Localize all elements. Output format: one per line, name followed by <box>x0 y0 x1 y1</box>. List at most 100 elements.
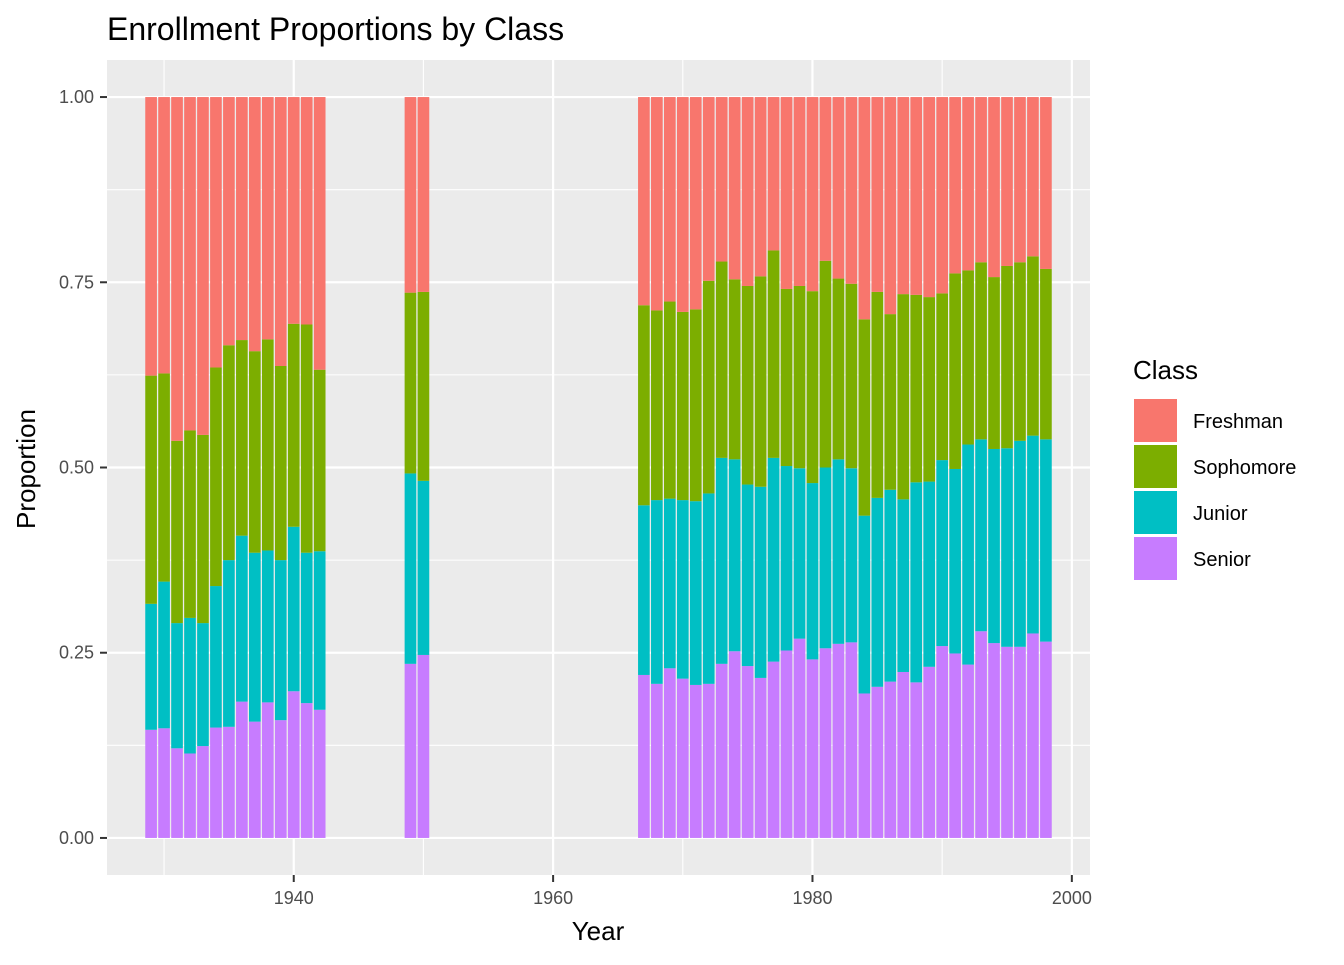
bar-freshman-1998 <box>1040 97 1052 269</box>
bar-sophomore-1984 <box>858 319 871 516</box>
bar-junior-1977 <box>767 457 780 662</box>
bar-freshman-1931 <box>171 97 183 441</box>
bar-sophomore-1971 <box>689 309 702 502</box>
bar-junior-1932 <box>184 617 196 754</box>
bar-junior-1949 <box>404 473 417 664</box>
bar-senior-1940 <box>287 691 300 838</box>
bar-freshman-1938 <box>261 97 274 340</box>
bar-sophomore-1985 <box>871 291 884 498</box>
bar-sophomore-1932 <box>184 430 196 618</box>
bar-freshman-1985 <box>871 97 884 292</box>
bar-senior-1997 <box>1027 633 1039 838</box>
bar-sophomore-1942 <box>313 369 326 552</box>
bar-sophomore-1997 <box>1027 256 1039 436</box>
bar-senior-1984 <box>858 693 871 838</box>
bar-senior-1968 <box>651 683 663 838</box>
bar-junior-1935 <box>223 560 235 727</box>
bar-freshman-1972 <box>702 97 715 281</box>
x-axis-title: Year <box>572 916 625 946</box>
y-tick-label: 0.75 <box>59 272 94 292</box>
bar-sophomore-1995 <box>1001 265 1013 449</box>
bar-senior-1969 <box>663 668 676 838</box>
bar-freshman-1970 <box>676 97 689 312</box>
bar-sophomore-1949 <box>404 292 417 474</box>
bar-freshman-1971 <box>689 97 702 310</box>
bar-sophomore-1968 <box>651 310 663 501</box>
x-tick-label: 2000 <box>1052 888 1092 908</box>
bar-senior-1937 <box>249 721 261 838</box>
bar-senior-1982 <box>832 643 845 838</box>
bar-freshman-1937 <box>249 97 261 352</box>
bar-sophomore-1990 <box>936 293 948 461</box>
bar-freshman-1995 <box>1001 97 1013 266</box>
bar-senior-1987 <box>897 671 910 838</box>
bar-senior-1985 <box>871 686 884 838</box>
bar-freshman-1992 <box>962 97 974 271</box>
bar-junior-1930 <box>158 581 170 729</box>
bar-freshman-1935 <box>223 97 235 346</box>
bar-junior-1983 <box>845 468 858 643</box>
bar-senior-1992 <box>962 664 974 838</box>
bar-senior-1932 <box>184 753 196 838</box>
bar-junior-1994 <box>988 448 1000 644</box>
bar-junior-1937 <box>249 552 261 722</box>
bar-sophomore-1976 <box>754 276 767 487</box>
bar-sophomore-1977 <box>767 250 780 458</box>
bar-junior-1942 <box>313 551 326 710</box>
bar-freshman-1939 <box>274 97 287 366</box>
bar-sophomore-1937 <box>249 351 261 553</box>
bar-freshman-1993 <box>975 97 987 263</box>
bar-senior-1949 <box>404 663 417 838</box>
y-axis: 0.00 0.25 0.50 0.75 1.00 <box>59 87 107 848</box>
bar-sophomore-1950 <box>417 291 430 481</box>
bar-senior-1930 <box>158 728 170 838</box>
bar-sophomore-1931 <box>171 440 183 624</box>
bar-junior-1929 <box>145 603 157 730</box>
bar-senior-1979 <box>793 638 806 838</box>
bar-junior-1985 <box>871 497 884 687</box>
bar-sophomore-1993 <box>975 262 987 440</box>
bar-junior-1992 <box>962 444 974 665</box>
bar-senior-1996 <box>1014 646 1026 838</box>
bar-freshman-1973 <box>715 97 728 262</box>
bar-senior-1976 <box>754 677 767 838</box>
bar-freshman-1969 <box>663 97 676 302</box>
chart-title: Enrollment Proportions by Class <box>107 11 564 47</box>
bar-senior-1933 <box>197 746 209 838</box>
bar-junior-1968 <box>651 500 663 684</box>
bar-senior-1934 <box>210 727 222 838</box>
bar-freshman-1933 <box>197 97 209 435</box>
bar-senior-1980 <box>806 659 819 838</box>
bar-senior-1988 <box>910 682 923 838</box>
bar-freshman-1949 <box>404 97 417 293</box>
bar-senior-1989 <box>923 666 936 838</box>
bar-sophomore-1972 <box>702 280 715 494</box>
y-axis-title: Proportion <box>11 409 41 529</box>
bar-sophomore-1933 <box>197 434 209 624</box>
legend: Class Freshman Sophomore Junior Senior <box>1133 355 1296 580</box>
bar-junior-1967 <box>638 505 650 675</box>
bar-senior-1967 <box>638 674 650 838</box>
x-axis: 1940 1960 1980 2000 <box>274 875 1092 908</box>
bar-junior-1940 <box>287 526 300 692</box>
bar-sophomore-1934 <box>210 367 222 587</box>
bar-sophomore-1978 <box>780 288 793 467</box>
bar-sophomore-1930 <box>158 373 170 582</box>
bar-junior-1971 <box>689 501 702 685</box>
bar-sophomore-1992 <box>962 270 974 445</box>
bar-freshman-1929 <box>145 97 157 376</box>
bar-sophomore-1983 <box>845 283 858 469</box>
bar-senior-1939 <box>274 720 287 838</box>
bar-junior-1936 <box>236 535 248 702</box>
bar-junior-1982 <box>832 459 845 644</box>
bar-senior-1977 <box>767 661 780 838</box>
bar-junior-1970 <box>676 500 689 679</box>
bar-junior-1975 <box>741 484 754 667</box>
bar-senior-1970 <box>676 678 689 838</box>
legend-swatch-sophomore <box>1134 445 1177 488</box>
bar-freshman-1982 <box>832 97 845 279</box>
bar-senior-1994 <box>988 643 1000 838</box>
bar-sophomore-1974 <box>728 279 741 460</box>
legend-items: Freshman Sophomore Junior Senior <box>1134 399 1296 580</box>
legend-swatch-junior <box>1134 491 1177 534</box>
